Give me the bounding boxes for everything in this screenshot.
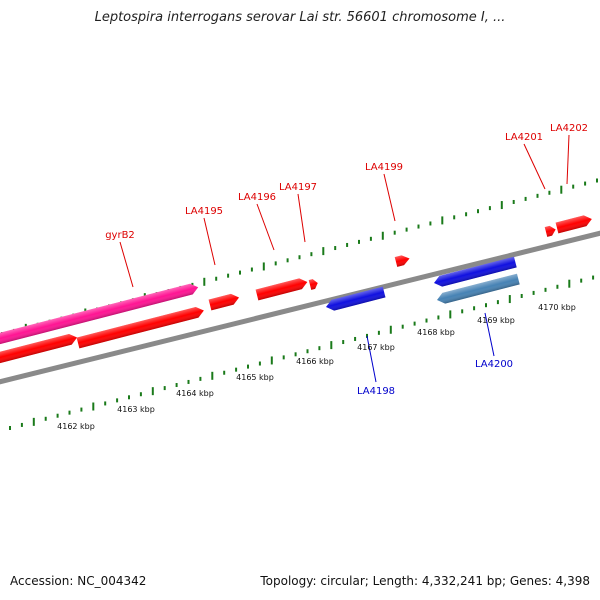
- label-leader-line: [484, 312, 495, 357]
- axis-label: 4166 kbp: [296, 357, 334, 366]
- genome-summary-text: Topology: circular; Length: 4,332,241 bp…: [260, 574, 590, 588]
- reverse-gene-arrow: [434, 256, 517, 287]
- tick-marks: [1, 178, 598, 430]
- reverse-feature-arrow: [437, 273, 520, 304]
- forward-gene-arrow: [544, 225, 556, 237]
- reverse-tick-row: [9, 275, 595, 430]
- gene-label-la4199: LA4199: [365, 162, 403, 173]
- label-leader-line: [383, 173, 396, 222]
- axis-label: 4168 kbp: [417, 328, 455, 337]
- axis-label: 4167 kbp: [357, 343, 395, 352]
- gene-label-la4197: LA4197: [279, 182, 317, 193]
- rna-feature: [0, 283, 199, 347]
- gene-features: [0, 215, 592, 366]
- axis-label: 4165 kbp: [236, 373, 274, 382]
- axis-labels: 4162 kbp 4163 kbp 4164 kbp 4165 kbp 4166 kbp…: [57, 303, 576, 431]
- gene-label-la4201: LA4201: [505, 132, 543, 143]
- gene-label-la4202: LA4202: [550, 123, 588, 134]
- axis-label: 4163 kbp: [117, 405, 155, 414]
- axis-label: 4162 kbp: [57, 422, 95, 431]
- forward-gene-arrow: [0, 333, 78, 366]
- label-leader-line: [566, 134, 570, 185]
- label-leaders: [119, 134, 570, 383]
- genome-backbone: [0, 230, 600, 385]
- gene-label-la4200: LA4200: [475, 359, 513, 370]
- gene-label-la4198: LA4198: [357, 386, 395, 397]
- forward-gene-arrow: [394, 255, 410, 267]
- backbone-line: [0, 230, 600, 385]
- axis-label: 4164 kbp: [176, 389, 214, 398]
- reverse-gene-arrow: [326, 286, 386, 311]
- label-leader-line: [366, 335, 377, 383]
- gene-label-la4196: LA4196: [238, 192, 276, 203]
- label-leader-line: [203, 217, 216, 266]
- forward-gene-arrow: [555, 215, 592, 234]
- axis-label: 4170 kbp: [538, 303, 576, 312]
- axis-label: 4169 kbp: [477, 316, 515, 325]
- label-leader-line: [297, 193, 306, 243]
- accession-text: Accession: NC_004342: [10, 574, 147, 588]
- forward-gene-arrow: [255, 278, 308, 301]
- label-leader-line: [523, 143, 546, 190]
- gene-label-la4195: LA4195: [185, 206, 223, 217]
- forward-gene-arrow: [76, 306, 204, 349]
- label-leader-line: [119, 241, 134, 288]
- forward-gene-arrow: [208, 293, 240, 311]
- forward-gene-arrow: [308, 279, 318, 290]
- label-leader-line: [256, 203, 275, 251]
- map-title: Leptospira interrogans serovar Lai str. …: [94, 10, 506, 25]
- gene-label-gyrb2: gyrB2: [105, 230, 135, 241]
